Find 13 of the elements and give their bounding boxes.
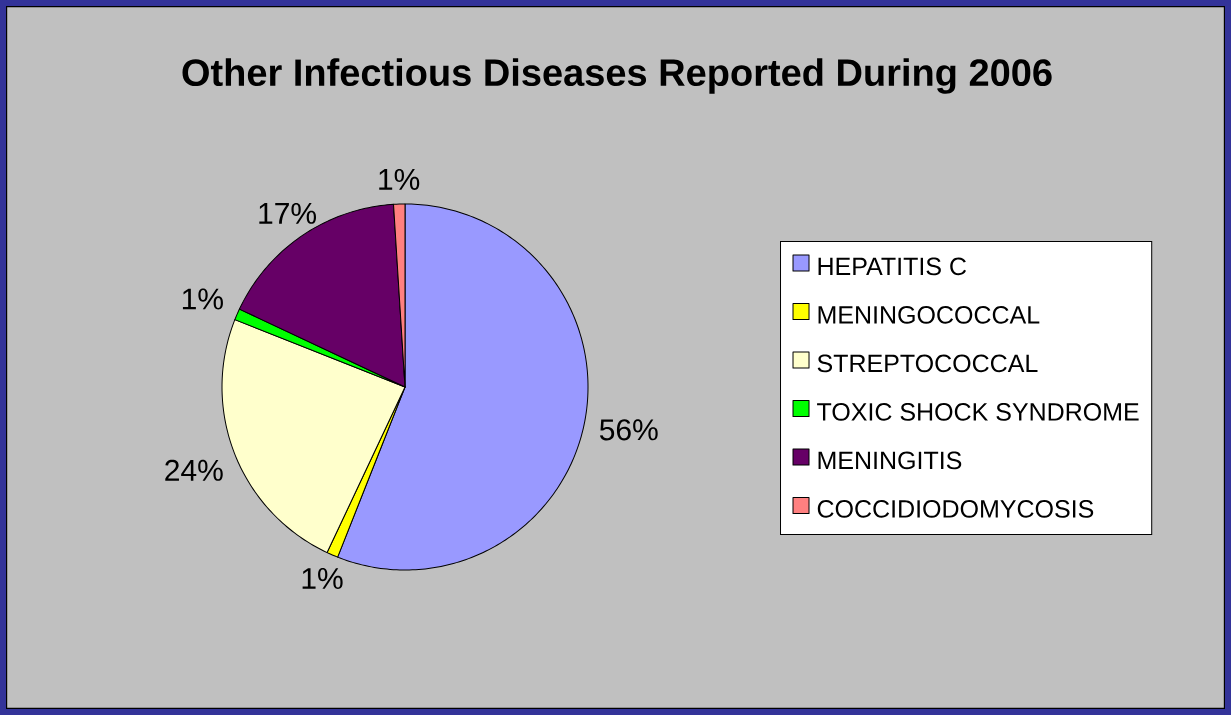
data-label: 56%	[599, 419, 658, 441]
data-label: 1%	[182, 288, 223, 310]
chart-title: Other Infectious Diseases Reported During 2006	[182, 58, 1052, 94]
legend-label: STREPTOCOCCAL	[817, 354, 1038, 373]
legend-label: MENINGITIS	[818, 451, 962, 470]
data-label: 1%	[302, 568, 343, 589]
data-label: 1%	[379, 168, 420, 190]
legend-label: COCCIDIODOMYCOSIS	[817, 500, 1094, 518]
legend-label: HEPATITIS C	[818, 257, 967, 276]
legend-label: MENINGOCOCCAL	[818, 306, 1040, 324]
legend-label: TOXIC SHOCK SYNDROME	[817, 403, 1139, 421]
data-label: 24%	[165, 459, 223, 481]
data-label: 17%	[259, 202, 317, 224]
